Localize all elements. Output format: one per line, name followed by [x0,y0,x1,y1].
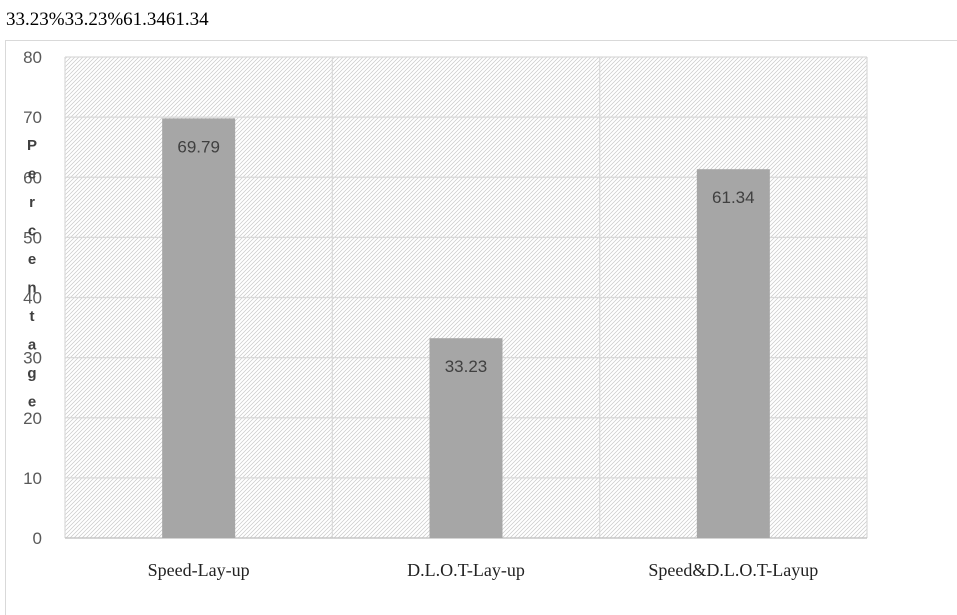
y-axis-ticks: 0 10 20 30 40 50 60 70 80 [23,48,42,548]
y-tick-label: 10 [23,469,42,488]
header-text: 33.23%33.23%61.3461.34 [6,9,209,30]
x-axis-categories: Speed-Lay-up D.L.O.T-Lay-up Speed&D.L.O.T-… [148,560,819,580]
y-tick-label: 0 [33,529,42,548]
data-label: 69.79 [177,137,220,156]
y-tick-label: 40 [23,289,42,308]
y-tick-label: 70 [23,108,42,127]
bar [696,169,770,539]
chart-frame [5,40,957,615]
y-tick-label: 60 [23,168,42,187]
bars [162,118,770,539]
category-label: Speed-Lay-up [148,560,250,580]
data-labels: 69.79 33.23 61.34 [177,137,754,376]
y-tick-label: 50 [23,228,42,247]
data-label: 61.34 [712,188,755,207]
bar [162,118,236,538]
y-tick-label: 20 [23,409,42,428]
category-label: Speed&D.L.O.T-Layup [648,560,818,580]
data-label: 33.23 [445,357,488,376]
bar [429,338,503,538]
y-tick-label: 30 [23,349,42,368]
y-tick-label: 80 [23,48,42,67]
category-label: D.L.O.T-Lay-up [407,560,525,580]
